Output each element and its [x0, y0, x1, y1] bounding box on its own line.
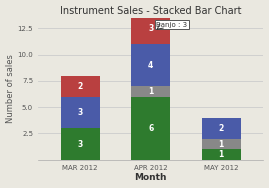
- Text: 1: 1: [218, 139, 224, 149]
- Bar: [61, 97, 100, 128]
- Bar: [61, 76, 100, 97]
- X-axis label: Month: Month: [134, 174, 167, 182]
- Text: 1: 1: [148, 87, 153, 96]
- Text: Banjo : 3: Banjo : 3: [156, 22, 187, 28]
- Bar: [131, 86, 170, 97]
- Text: 2: 2: [218, 124, 224, 133]
- Bar: [131, 97, 170, 160]
- Bar: [202, 149, 240, 160]
- Bar: [131, 44, 170, 86]
- Title: Instrument Sales - Stacked Bar Chart: Instrument Sales - Stacked Bar Chart: [60, 6, 242, 16]
- Text: 2: 2: [77, 82, 83, 91]
- Text: 6: 6: [148, 124, 153, 133]
- Text: 3: 3: [148, 24, 153, 33]
- Y-axis label: Number of sales: Number of sales: [6, 54, 15, 123]
- Bar: [202, 118, 240, 139]
- Bar: [131, 12, 170, 44]
- Text: 3: 3: [77, 108, 83, 117]
- Text: 1: 1: [218, 150, 224, 159]
- Text: 4: 4: [148, 61, 153, 70]
- Bar: [202, 139, 240, 149]
- Text: 3: 3: [77, 139, 83, 149]
- Bar: [61, 128, 100, 160]
